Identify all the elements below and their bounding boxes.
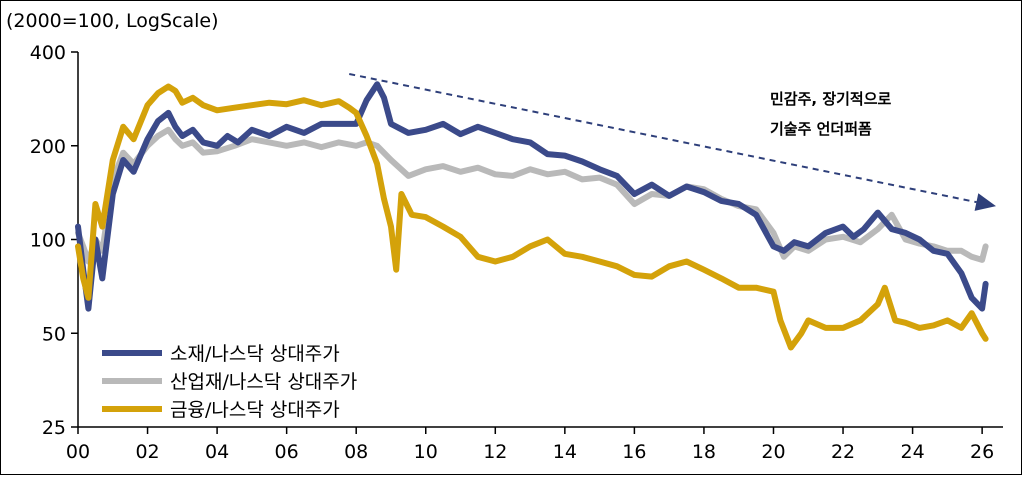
x-tick-label: 12: [483, 441, 507, 463]
x-tick-label: 20: [761, 441, 785, 463]
y-axis: 25 50 100 200 400: [30, 42, 79, 439]
series-group: [75, 81, 989, 351]
annotation-line-1: 민감주, 장기적으로: [770, 90, 892, 108]
series-line-0: [75, 81, 989, 312]
x-axis: 00 02 04 06 08 10 12 14 16 18 20 22 24 26: [66, 426, 1003, 463]
series-line-2: [75, 83, 989, 351]
x-tick-label: 18: [692, 441, 716, 463]
series-line-1: [75, 126, 989, 265]
y-tick-label: 50: [42, 323, 66, 345]
legend-label-2: 금융/나스닥 상대주가: [170, 399, 340, 421]
legend-label-0: 소재/나스닥 상대주가: [170, 343, 340, 365]
x-tick-label: 06: [275, 441, 299, 463]
x-tick-label: 02: [135, 441, 159, 463]
y-tick-label: 25: [42, 417, 66, 439]
x-tick-label: 16: [622, 441, 646, 463]
legend-label-1: 산업재/나스닥 상대주가: [170, 371, 357, 393]
y-tick-label: 200: [30, 136, 66, 158]
x-tick-label: 22: [831, 441, 855, 463]
x-tick-label: 14: [553, 441, 577, 463]
x-tick-label: 04: [205, 441, 229, 463]
unit-label: (2000=100, LogScale): [6, 10, 219, 32]
x-tick-label: 00: [66, 441, 90, 463]
x-tick-label: 24: [900, 441, 924, 463]
y-tick-label: 100: [30, 230, 66, 252]
y-tick-label: 400: [30, 42, 66, 64]
trend-arrow-line: [349, 73, 977, 204]
x-tick-label: 26: [970, 441, 994, 463]
annotation: 민감주, 장기적으로 기술주 언더퍼폼: [349, 73, 996, 211]
trend-arrow-head: [974, 193, 996, 211]
annotation-line-2: 기술주 언더퍼폼: [770, 120, 872, 138]
x-tick-label: 08: [344, 441, 368, 463]
x-tick-label: 10: [414, 441, 438, 463]
